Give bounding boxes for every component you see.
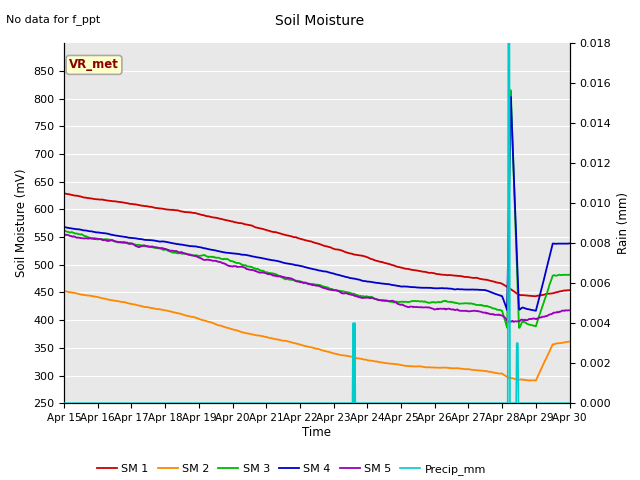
SM 5 [276, 273, 284, 279]
SM 1 [441, 272, 449, 278]
Precip_mm [504, 40, 512, 46]
SM 3 [441, 298, 449, 304]
SM 4 [115, 233, 123, 239]
SM 4 [497, 293, 504, 299]
SM 4 [441, 286, 449, 291]
SM 3 [420, 299, 428, 304]
Line: SM 1: SM 1 [64, 193, 570, 296]
Line: Precip_mm: Precip_mm [64, 43, 570, 403]
SM 4 [60, 224, 68, 230]
SM 2 [192, 315, 200, 321]
SM 5 [63, 232, 70, 238]
SM 4 [532, 308, 540, 313]
SM 2 [566, 339, 573, 345]
X-axis label: Time: Time [302, 426, 332, 439]
SM 3 [497, 307, 504, 313]
SM 3 [503, 325, 511, 331]
Precip_mm [276, 400, 284, 406]
Line: SM 3: SM 3 [64, 90, 570, 328]
Precip_mm [115, 400, 123, 406]
Line: SM 4: SM 4 [64, 96, 570, 311]
SM 5 [566, 307, 573, 313]
SM 3 [276, 274, 284, 279]
SM 1 [566, 288, 573, 293]
SM 4 [192, 243, 200, 249]
SM 1 [420, 269, 428, 275]
Y-axis label: Rain (mm): Rain (mm) [616, 192, 630, 254]
SM 5 [60, 232, 68, 238]
Precip_mm [441, 400, 449, 406]
Precip_mm [192, 400, 200, 406]
SM 2 [525, 378, 532, 384]
SM 5 [442, 306, 449, 312]
Y-axis label: Soil Moisture (mV): Soil Moisture (mV) [15, 169, 28, 277]
SM 5 [193, 253, 200, 259]
Text: No data for f_ppt: No data for f_ppt [6, 14, 100, 25]
Line: SM 5: SM 5 [64, 235, 570, 322]
SM 4 [566, 240, 573, 246]
SM 3 [115, 240, 123, 245]
SM 4 [420, 285, 428, 291]
Legend: SM 1, SM 2, SM 3, SM 4, SM 5, Precip_mm: SM 1, SM 2, SM 3, SM 4, SM 5, Precip_mm [93, 459, 490, 479]
SM 3 [507, 87, 515, 93]
SM 1 [497, 280, 504, 286]
SM 2 [441, 365, 449, 371]
SM 1 [531, 293, 539, 299]
SM 4 [276, 259, 284, 264]
SM 3 [60, 228, 68, 234]
SM 5 [116, 239, 124, 245]
SM 5 [497, 312, 505, 318]
SM 3 [192, 252, 200, 258]
SM 2 [420, 364, 428, 370]
Precip_mm [497, 400, 504, 406]
SM 2 [276, 337, 284, 343]
Text: Soil Moisture: Soil Moisture [275, 14, 365, 28]
SM 5 [420, 304, 428, 310]
SM 1 [115, 199, 123, 205]
SM 2 [115, 299, 123, 304]
SM 4 [507, 94, 515, 99]
SM 1 [276, 230, 284, 236]
SM 2 [60, 288, 68, 294]
Precip_mm [566, 400, 573, 406]
Precip_mm [60, 400, 68, 406]
Line: SM 2: SM 2 [64, 291, 570, 381]
Text: VR_met: VR_met [69, 59, 119, 72]
SM 1 [60, 190, 68, 196]
SM 1 [192, 210, 200, 216]
SM 3 [566, 272, 573, 277]
SM 5 [506, 319, 513, 325]
Precip_mm [420, 400, 428, 406]
SM 2 [497, 371, 504, 376]
